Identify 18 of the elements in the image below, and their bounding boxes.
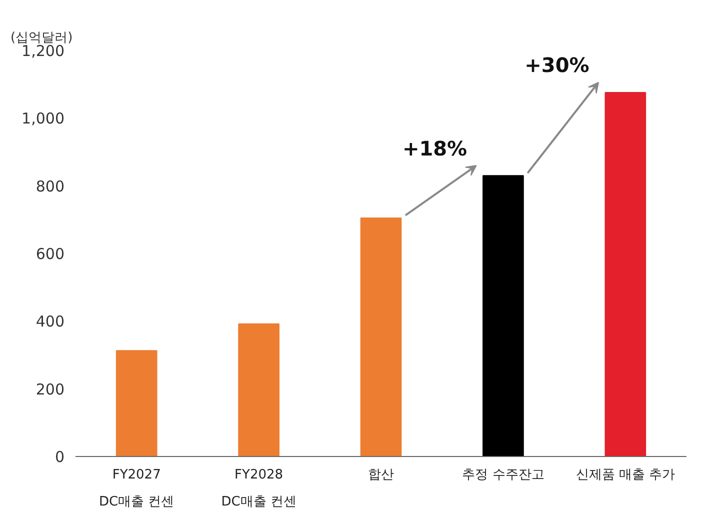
x-tick-label: 합산 (368, 468, 394, 482)
y-tick-label: 1,000 (22, 110, 65, 128)
x-tick-label: FY2027 DC매출 컨센 (98, 468, 174, 510)
bar (116, 350, 158, 456)
y-tick-label: 400 (36, 312, 65, 331)
annotation: +30% (524, 53, 590, 78)
y-tick-label: 800 (36, 177, 65, 196)
y-tick-label: 600 (36, 245, 65, 263)
bar (238, 323, 280, 456)
annotation: +18% (402, 136, 468, 160)
x-tick-label: FY2028 DC매출 컨센 (221, 468, 296, 510)
bar (604, 92, 646, 456)
bar (360, 217, 402, 456)
x-tick-label: 신제품 매출 추가 (576, 468, 676, 482)
y-tick-label: 0 (54, 448, 65, 466)
x-tick-label: 추정 수주잔고 (462, 468, 544, 482)
y-tick-label: 200 (36, 380, 65, 398)
bar (482, 175, 524, 456)
